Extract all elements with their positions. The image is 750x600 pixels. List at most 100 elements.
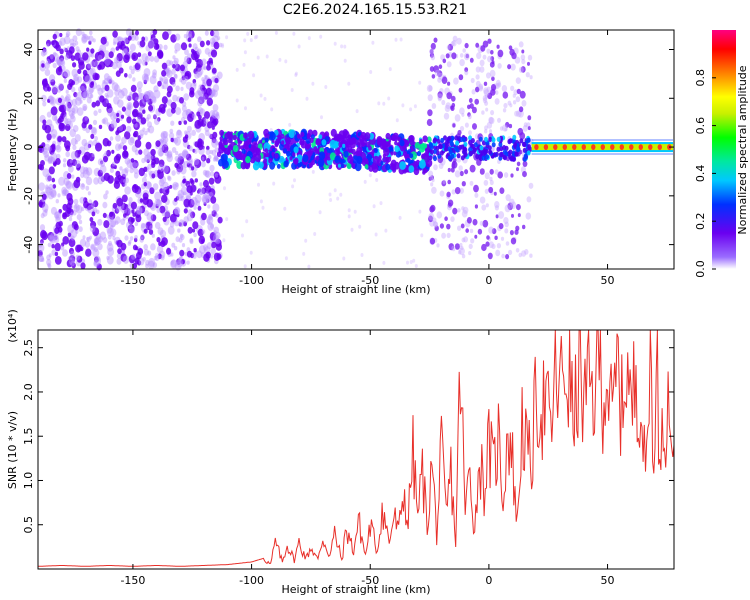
spectrogram-point <box>485 154 490 160</box>
spectrogram-point <box>297 44 301 49</box>
spectrogram-point <box>158 241 162 246</box>
spectrogram-point <box>73 73 79 82</box>
spectrogram-point <box>164 150 170 157</box>
spectrogram-point <box>514 110 519 117</box>
spectrogram-point <box>457 208 461 213</box>
spectrogram-point <box>143 173 148 178</box>
spectrogram-point <box>45 173 52 183</box>
spectrogram-point <box>45 184 49 190</box>
spectrogram-point <box>399 161 406 170</box>
spectrogram-point <box>408 165 415 173</box>
spectrogram-point <box>250 144 255 151</box>
spectrogram-point <box>428 170 434 178</box>
spectrogram-point <box>447 199 454 207</box>
spectrogram-point <box>198 96 205 105</box>
spectrogram-point <box>511 52 517 60</box>
spectrogram-point <box>161 70 167 77</box>
spectrogram-point <box>71 68 78 78</box>
spectrogram-point <box>170 120 175 126</box>
spectrogram-point <box>75 28 82 37</box>
spectrogram-point <box>177 153 182 159</box>
spectrogram-point <box>169 132 175 140</box>
spectrogram-point <box>147 39 155 49</box>
colorbar-tick-label: 0.2 <box>694 212 707 230</box>
spectrogram-point <box>188 209 193 215</box>
spectrogram-point <box>71 174 75 179</box>
spectrogram-point <box>90 48 95 54</box>
spectrogram-point <box>72 35 78 42</box>
spectrogram-point <box>206 64 211 71</box>
spectrogram-point <box>208 177 215 185</box>
spectrogram-point <box>434 225 439 232</box>
spectrogram-point <box>144 91 151 99</box>
spectrogram-point <box>399 139 405 147</box>
spectrogram-point <box>101 118 106 124</box>
spectrogram-point <box>191 170 197 178</box>
spectrogram-point <box>87 191 91 196</box>
spectrogram-point <box>81 33 89 43</box>
spectrogram-point <box>98 108 102 114</box>
spectrogram-point <box>472 123 477 130</box>
spectrogram-point <box>60 245 65 251</box>
spectrogram-point <box>139 129 145 137</box>
spectrogram-point <box>319 34 323 39</box>
spectrogram-point <box>447 43 454 51</box>
spectrogram-point <box>495 214 499 219</box>
spectrogram-point <box>140 222 146 229</box>
spectrogram-point <box>104 151 108 156</box>
spectrogram-point <box>38 182 45 191</box>
spectrogram-point <box>134 35 139 41</box>
spectrogram-point <box>70 55 76 61</box>
spectrogram-point <box>221 42 224 47</box>
spectrogram-point <box>152 69 158 76</box>
spectrogram-point <box>218 42 223 48</box>
spectrogram-point <box>77 149 82 155</box>
spectrogram-point <box>481 243 487 252</box>
spectrogram-point <box>149 55 155 62</box>
spectrogram-point <box>81 206 85 212</box>
spectrogram-point <box>49 96 57 106</box>
spectrogram-point <box>85 176 93 186</box>
spectrogram-point <box>344 139 352 148</box>
spectrogram-point <box>84 240 91 248</box>
spectrogram-point <box>82 166 89 175</box>
spectrogram-point <box>195 200 201 207</box>
spectrogram-point <box>318 134 323 140</box>
spectrogram-point <box>129 43 136 52</box>
spectrogram-point <box>75 46 80 52</box>
spectrogram-point <box>80 262 86 270</box>
spectrogram-point <box>107 234 112 240</box>
spectrogram-point <box>176 168 181 175</box>
spectrogram-point <box>507 202 514 211</box>
spectrogram-point <box>78 61 85 70</box>
spectrogram-point <box>153 89 161 99</box>
spectrogram-point <box>48 183 54 191</box>
spectrogram-point <box>52 51 57 57</box>
spectrogram-point <box>192 228 196 233</box>
spectrogram-point <box>109 224 114 230</box>
spectrogram-point <box>418 159 426 169</box>
spectrogram-point <box>97 87 104 96</box>
spectrogram-point <box>203 179 209 188</box>
spectrogram-point <box>409 260 413 264</box>
spectrogram-point <box>169 60 173 66</box>
spectrogram-point <box>69 38 75 46</box>
spectrogram-point <box>178 237 183 243</box>
spectrogram-point <box>222 138 229 146</box>
spectrogram-point <box>199 182 203 187</box>
spectrogram-point <box>114 220 119 225</box>
spectrogram-point <box>442 179 446 185</box>
spectrogram-point <box>143 91 151 101</box>
spectrogram-point <box>90 244 95 250</box>
spectrogram-point <box>220 153 228 163</box>
spectrogram-point <box>245 219 249 224</box>
spectrogram-point <box>143 181 148 187</box>
spectrogram-point <box>121 173 126 180</box>
spectrogram-point <box>55 44 61 52</box>
spectrogram-point <box>484 188 489 194</box>
spectrogram-point <box>481 204 487 211</box>
spectrogram-point <box>223 186 226 191</box>
spectrogram-point <box>63 177 70 186</box>
spectrogram-point <box>126 125 132 133</box>
